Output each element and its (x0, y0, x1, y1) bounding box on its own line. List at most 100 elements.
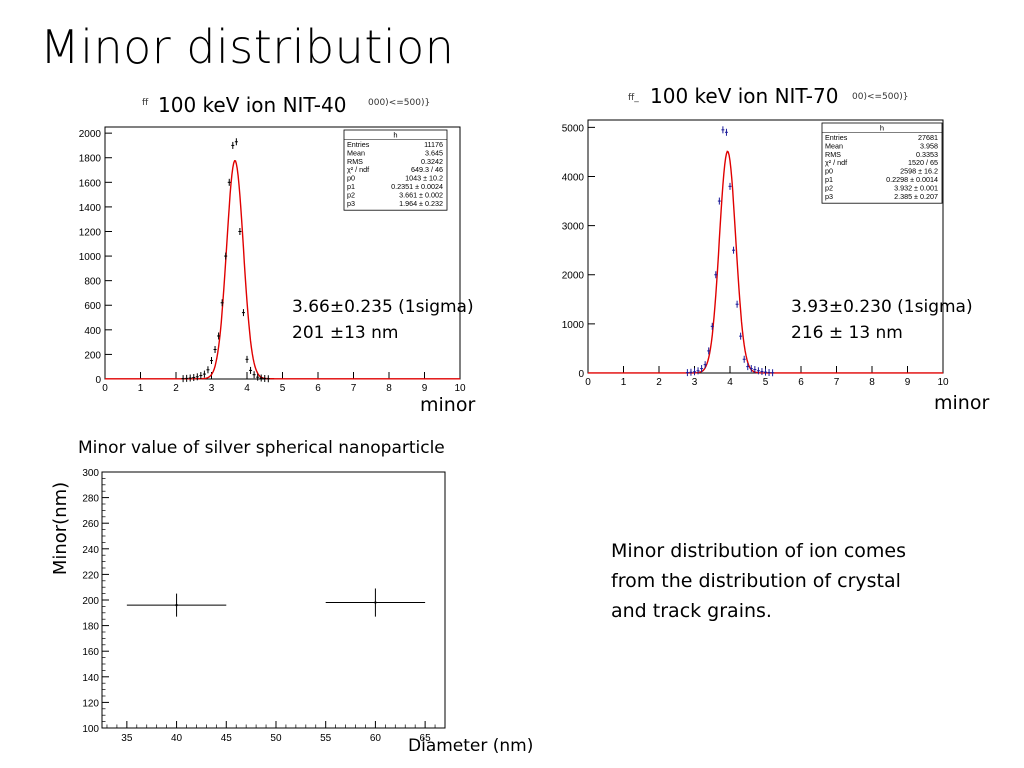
explanation-text: Minor distribution of ion comes from the… (611, 540, 907, 622)
minor-chart-ytick-label: 240 (82, 545, 99, 556)
minor-chart-ytick-label: 160 (82, 647, 99, 658)
nit70-xtick-label: 7 (834, 377, 840, 388)
nit70-xtick-label: 9 (905, 377, 911, 388)
nit40-xtick-label: 9 (422, 383, 428, 394)
nit40-stats-key: RMS (347, 157, 363, 166)
nit70-stats-key: p0 (825, 167, 833, 176)
x-axis-label-bottom: Diameter (nm) (408, 736, 534, 756)
minor-chart-xtick-label: 50 (270, 733, 282, 744)
nit40-ytick-label: 1800 (79, 154, 102, 165)
nit40-xtick-label: 3 (209, 383, 215, 394)
histogram-nit40: 0 200 400 600 800 1000 1200 1400 1600 1800 2000 0 1 2… (79, 126, 466, 394)
nit40-stats-key: p1 (347, 182, 355, 191)
nit70-ytick-label: 1000 (562, 320, 585, 331)
nit70-stats-key: Entries (825, 133, 848, 142)
annotation-right-line2: 216 ± 13 nm (791, 323, 903, 343)
nit40-ytick-label: 1200 (79, 227, 102, 238)
minor-chart-ytick-label: 180 (82, 622, 99, 633)
nit40-ytick-label: 1600 (79, 178, 102, 189)
nit40-stats-key: p2 (347, 190, 355, 199)
minor-chart-ytick-label: 280 (82, 494, 99, 505)
nit40-ytick-label: 1400 (79, 203, 102, 214)
plot-title-right: 100 keV ion NIT-70 (650, 84, 839, 108)
minor-chart-xtick-label: 35 (121, 733, 133, 744)
nit70-xtick-label: 1 (621, 377, 627, 388)
nit70-xtick-label: 0 (585, 377, 591, 388)
nit40-xtick-label: 6 (315, 383, 321, 394)
nit70-xtick-label: 10 (937, 377, 949, 388)
nit40-xtick-label: 5 (280, 383, 286, 394)
minor-chart-data-point (175, 603, 178, 607)
nit70-stats-value: 1520 / 65 (908, 158, 938, 167)
nit40-stats-key: Mean (347, 148, 365, 157)
nit70-ytick-label: 3000 (562, 222, 585, 233)
minor-chart-xtick-label: 55 (320, 733, 332, 744)
nit70-xtick-label: 2 (656, 377, 662, 388)
plot-suffix-right: 00)<=500)} (852, 92, 909, 102)
nit40-ytick-label: 1000 (79, 252, 102, 263)
nit40-stats-value: 0.3242 (421, 157, 443, 166)
nit70-stats-value: 3.958 (920, 141, 938, 150)
minor-chart-xtick-label: 60 (370, 733, 382, 744)
nit40-stats-key: χ² / ndf (347, 165, 369, 174)
nit70-xtick-label: 8 (869, 377, 875, 388)
minor-chart-xtick-label: 40 (171, 733, 183, 744)
minor-chart-data-point (374, 601, 377, 604)
nit40-xtick-label: 10 (454, 383, 466, 394)
nit40-stats-value: 1.964 ± 0.232 (399, 199, 443, 208)
nit40-xtick-label: 1 (138, 383, 144, 394)
minor-chart-xtick-label: 45 (221, 733, 233, 744)
nit70-ytick-label: 4000 (562, 172, 585, 183)
minor-chart-ytick-label: 100 (82, 724, 99, 735)
nit70-stats-key: Mean (825, 141, 843, 150)
nit70-stats-value: 2.385 ± 0.207 (894, 192, 938, 201)
nit70-stats-value: 27681 (918, 133, 938, 142)
x-axis-label-right: minor (934, 392, 990, 414)
nit40-fit-curve (105, 160, 460, 380)
plot-tag-right: ff_ (628, 93, 639, 103)
nit40-xtick-label: 4 (244, 383, 250, 394)
nit40-ytick-label: 2000 (79, 129, 102, 140)
nit70-stats-key: p2 (825, 183, 833, 192)
annotation-left-line1: 3.66±0.235 (1sigma) (292, 297, 474, 317)
plot-tag-left: ff (142, 98, 149, 108)
nit40-stats-key: p0 (347, 174, 355, 183)
nit70-stats-key: p1 (825, 175, 833, 184)
plot-title-left: 100 keV ion NIT-40 (158, 93, 347, 117)
nit70-stats-value: 2598 ± 16.2 (900, 167, 938, 176)
minor-chart-ytick-label: 140 (82, 673, 99, 684)
minor-chart-ytick-label: 120 (82, 698, 99, 709)
nit40-ytick-label: 800 (84, 277, 101, 288)
nit70-stats-key: χ² / ndf (825, 158, 847, 167)
nit70-stats-value: 3.932 ± 0.001 (894, 183, 938, 192)
nit40-stats-value: 11176 (424, 140, 443, 149)
bottom-chart-caption: Minor value of silver spherical nanopart… (78, 438, 445, 458)
minor-chart-frame (101, 471, 446, 729)
nit40-stats-value: 3.645 (425, 148, 443, 157)
annotation-right-line1: 3.93±0.230 (1sigma) (791, 297, 973, 317)
nit70-stats-key: p3 (825, 192, 833, 201)
nit40-xtick-label: 8 (386, 383, 392, 394)
x-axis-label-left: minor (420, 394, 476, 416)
nit40-xtick-label: 0 (102, 383, 108, 394)
nit70-stats-value: 0.3353 (916, 150, 938, 159)
nit40-stats-value: 1043 ± 10.2 (405, 174, 443, 183)
minor-chart-ytick-label: 260 (82, 519, 99, 530)
nit40-ytick-label: 0 (95, 375, 101, 386)
nit70-ytick-label: 5000 (562, 123, 585, 134)
nit70-ytick-label: 0 (578, 369, 584, 380)
nit70-ytick-label: 2000 (562, 271, 585, 282)
nit40-stats-value: 0.2351 ± 0.0024 (391, 182, 443, 191)
nit40-xtick-label: 7 (351, 383, 357, 394)
nit70-xtick-label: 5 (763, 377, 769, 388)
nit70-stats-box (821, 122, 943, 204)
annotation-left-line2: 201 ±13 nm (292, 323, 399, 343)
nit70-xtick-label: 3 (692, 377, 698, 388)
nit40-stats-key: p3 (347, 199, 355, 208)
minor-chart-ytick-label: 220 (82, 570, 99, 581)
nit40-stats-box (343, 129, 448, 211)
nit70-stats-header: h (880, 124, 884, 133)
nit40-stats-key: Entries (347, 140, 370, 149)
slide-title: Minor distribution (40, 20, 455, 74)
nit40-stats-header: h (393, 131, 397, 140)
